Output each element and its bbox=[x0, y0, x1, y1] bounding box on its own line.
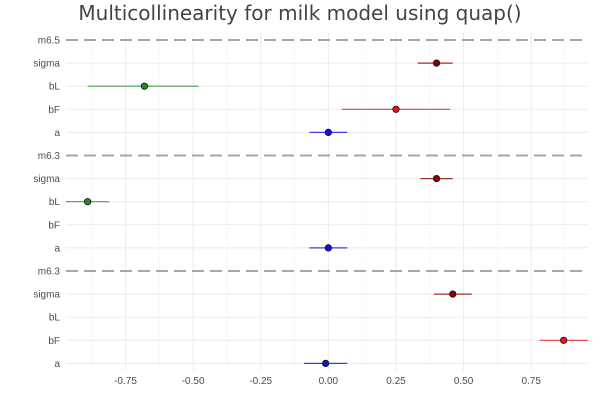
x-tick-label: 0.75 bbox=[521, 376, 541, 387]
parameter-label: a bbox=[54, 128, 60, 139]
x-tick-label-layer: -0.75 -0.50 -0.25 0.00 0.25 0.50 0.75 bbox=[114, 376, 541, 387]
point-bL bbox=[140, 82, 149, 90]
point-layer bbox=[84, 59, 568, 367]
point-sigma bbox=[432, 175, 441, 183]
parameter-label: bL bbox=[49, 197, 61, 208]
x-tick-label: -0.75 bbox=[114, 376, 137, 387]
separator-layer bbox=[66, 39, 588, 272]
point-bF bbox=[392, 105, 400, 113]
x-tick-label: -0.25 bbox=[249, 376, 272, 387]
interval-layer bbox=[66, 62, 588, 364]
point-sigma bbox=[432, 59, 441, 67]
parameter-label: bL bbox=[49, 82, 61, 93]
parameter-label: bL bbox=[49, 313, 61, 324]
x-tick-label: -0.50 bbox=[182, 376, 205, 387]
model-label: m6.3 bbox=[38, 151, 61, 162]
point-bL bbox=[84, 198, 92, 206]
parameter-label: a bbox=[54, 243, 60, 254]
parameter-label: a bbox=[54, 359, 60, 370]
parameter-label: bF bbox=[48, 336, 60, 347]
point-a bbox=[324, 244, 332, 252]
point-bF bbox=[560, 336, 568, 344]
model-label: m6.3 bbox=[38, 267, 61, 278]
row-label-layer: m6.5 sigma bL bF a m6.3 sigma bL bF a m6.3 sigma bL b… bbox=[33, 36, 60, 370]
grid-layer bbox=[66, 32, 588, 370]
point-sigma bbox=[449, 290, 457, 298]
x-tick-label: 0.25 bbox=[386, 376, 406, 387]
x-tick-label: 0.00 bbox=[319, 376, 339, 387]
parameter-label: sigma bbox=[33, 290, 60, 301]
parameter-label: bF bbox=[48, 105, 60, 116]
point-a bbox=[324, 128, 332, 136]
parameter-label: sigma bbox=[33, 174, 60, 185]
parameter-label: bF bbox=[48, 220, 60, 231]
point-a bbox=[322, 359, 330, 367]
model-label: m6.5 bbox=[38, 36, 61, 47]
parameter-label: sigma bbox=[33, 59, 60, 70]
chart-title: Multicollinearity for milk model using q… bbox=[78, 1, 522, 25]
x-tick-label: 0.50 bbox=[454, 376, 474, 387]
